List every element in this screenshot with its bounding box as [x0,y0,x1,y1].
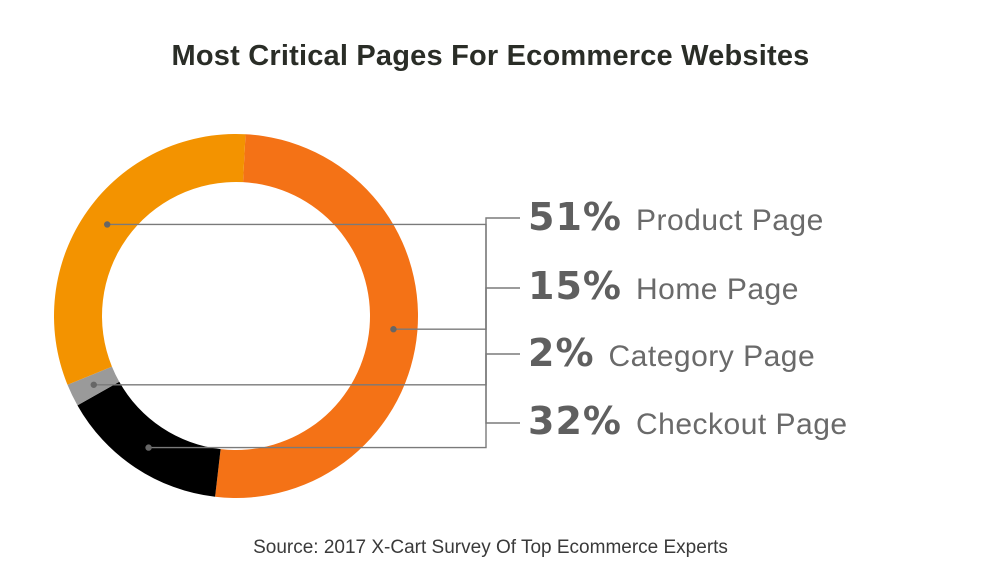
slice-checkout-page [54,133,246,385]
leader-dot-checkout-page [104,221,111,228]
leader-dot-category-page [90,381,97,388]
legend-item-product-page: 51% Product Page [528,195,824,239]
legend-label: Checkout Page [635,408,848,441]
legend-percent: 32% [528,399,622,443]
leader-dot-product-page [390,326,397,333]
leader-line-category-page [93,353,520,386]
legend-item-checkout-page: 32% Checkout Page [528,399,848,443]
chart-title: Most Critical Pages For Ecommerce Websit… [171,40,810,72]
donut-slices [54,133,418,498]
legend-item-category-page: 2% Category Page [528,331,815,375]
legend-percent: 15% [528,264,622,308]
legend-percent: 51% [528,195,622,239]
slice-product-page [215,134,418,498]
chart-source: Source: 2017 X-Cart Survey Of Top Ecomme… [253,537,728,558]
leader-lines [90,217,520,451]
legend-item-home-page: 15% Home Page [528,264,799,308]
legend-percent: 2% [528,331,595,375]
slice-home-page [77,381,221,497]
leader-line-checkout-page [107,223,520,424]
legend-label: Product Page [635,204,824,237]
legend-label: Home Page [635,273,799,306]
legend-label: Category Page [608,340,816,373]
leader-dot-home-page [145,444,152,451]
